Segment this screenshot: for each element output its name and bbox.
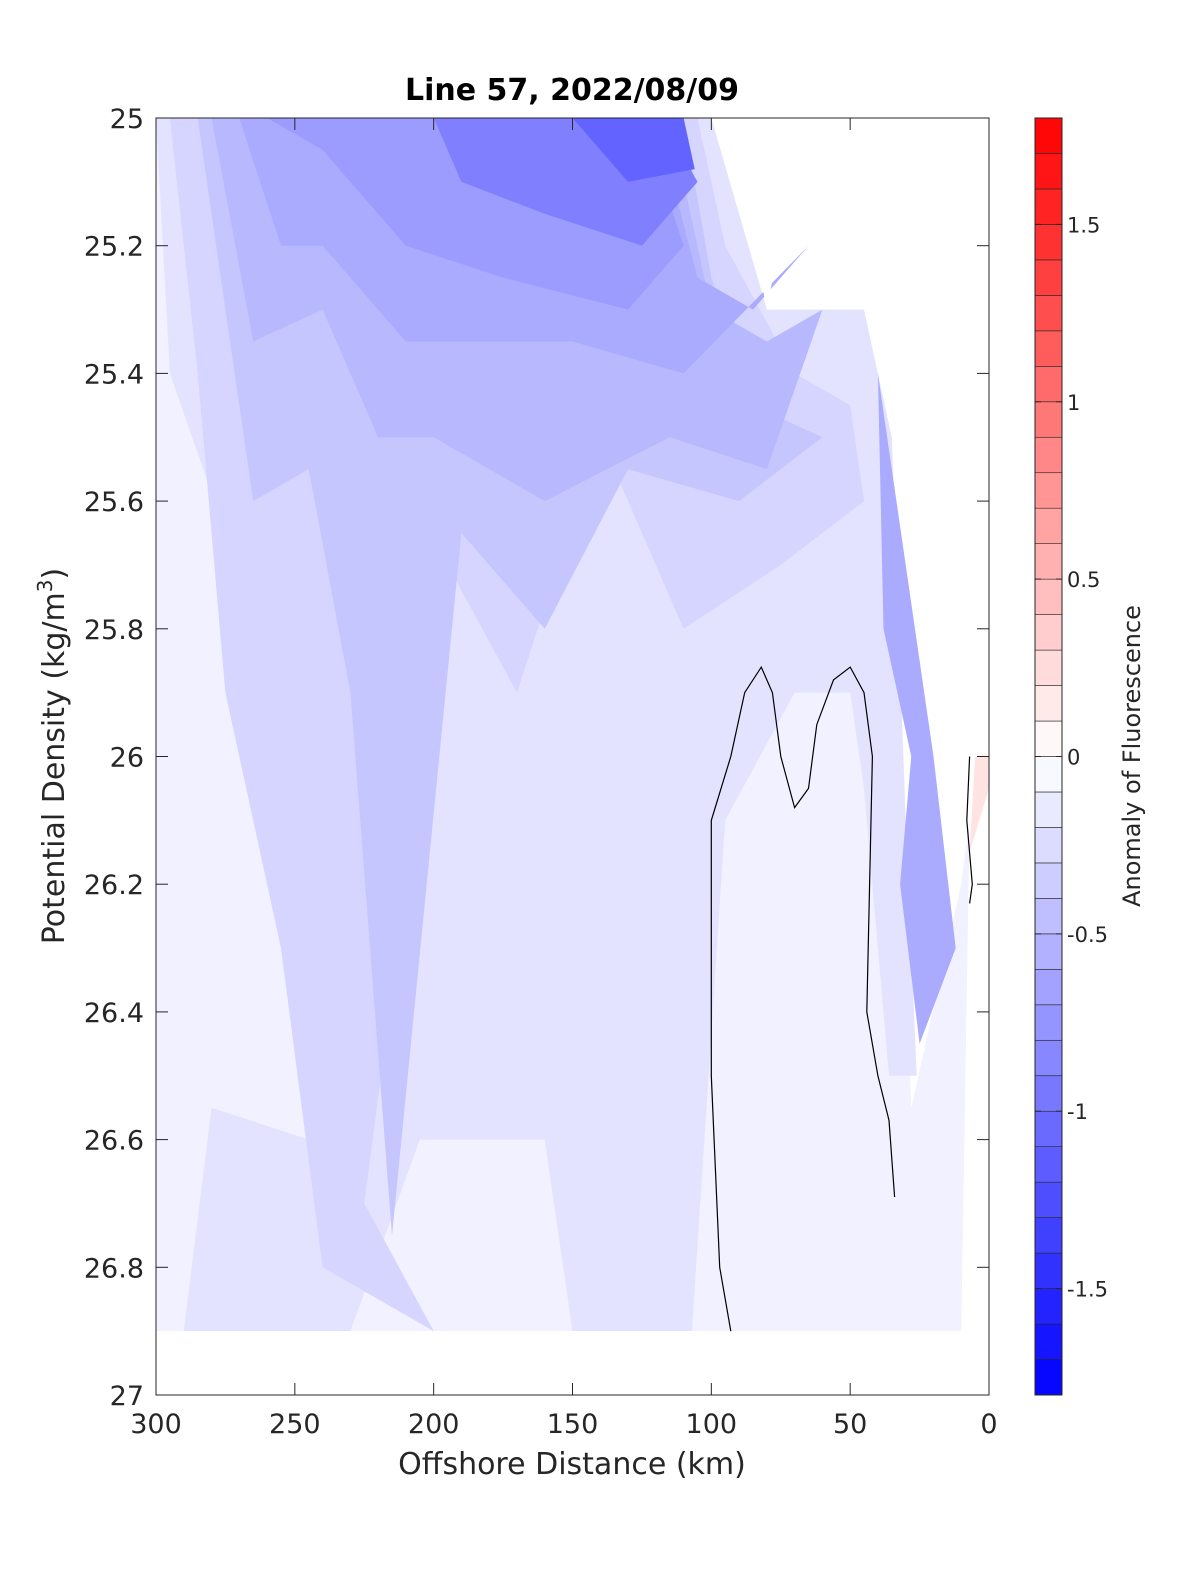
x-axis-ticks: 300 250 200 150 100 50 0	[130, 118, 998, 1440]
colorbar-label: Anomaly of Fluorescence	[1118, 605, 1146, 907]
colorbar-tick-label: 0	[1067, 746, 1080, 770]
y-tick-label: 25.8	[84, 615, 144, 646]
y-tick-label: 26	[110, 743, 144, 774]
colorbar-tick-label: -0.5	[1067, 923, 1108, 947]
colorbar-tick-label: -1.5	[1067, 1278, 1108, 1302]
colorbar-swatch	[1034, 720, 1063, 757]
y-tick-label: 26.4	[84, 998, 144, 1029]
colorbar-swatch	[1034, 756, 1063, 793]
colorbar-swatch	[1034, 436, 1063, 474]
colorbar-swatch	[1034, 969, 1063, 1006]
y-axis-label-main: Potential Density (kg/m	[37, 592, 72, 944]
colorbar-tick-label: -1	[1067, 1100, 1088, 1124]
zero-contour-line-1	[710, 665, 896, 1332]
x-tick-label: 200	[408, 1409, 460, 1440]
y-tick-label: 26.8	[84, 1253, 144, 1284]
y-axis-label-superscript: 3	[33, 579, 57, 592]
colorbar-swatch	[1034, 1217, 1063, 1254]
y-tick-label: 25.2	[84, 232, 144, 263]
colorbar-swatch	[1034, 1359, 1063, 1396]
colorbar-swatch	[1034, 330, 1063, 367]
colorbar-swatch	[1034, 507, 1063, 544]
contour-region-nearshore-deficit-band	[877, 373, 956, 1044]
colorbar-swatch	[1034, 401, 1063, 438]
colorbar-swatch	[1034, 898, 1063, 935]
y-tick-label: 27	[110, 1381, 144, 1412]
colorbar-tick-label: 0.5	[1067, 568, 1100, 592]
nan-region-nearshore-gap	[850, 118, 989, 757]
colorbar-swatch	[1034, 1288, 1063, 1325]
colorbar-swatch	[1034, 188, 1063, 225]
colorbar-tick-label: 1.5	[1067, 213, 1100, 237]
contour-region-level-m1.1	[572, 118, 695, 182]
colorbar-swatch	[1034, 1323, 1063, 1360]
contour-fill-layer	[156, 118, 989, 1332]
colorbar-swatch	[1034, 862, 1063, 899]
colorbar-swatch	[1034, 1004, 1063, 1041]
y-tick-label: 25.6	[84, 487, 144, 518]
colorbar-swatch	[1034, 614, 1063, 651]
colorbar-swatch	[1034, 259, 1063, 296]
x-tick-label: 250	[269, 1409, 321, 1440]
colorbar-swatch	[1034, 1146, 1063, 1183]
y-axis-label-close: )	[37, 568, 72, 580]
x-tick-label: 0	[980, 1409, 997, 1440]
plot-area: 300 250 200 150 100 50 0 2525.225.425.625.8262…	[84, 104, 998, 1440]
colorbar-swatch	[1034, 685, 1063, 722]
y-axis-ticks: 25 25.2 25.4 25.6 25.8 26 26.2 26.4 26.6 26.8 27	[84, 104, 989, 1412]
x-tick-label: 300	[130, 1409, 182, 1440]
colorbar-ticks: -1.5 -1 -0.5 0 0.5 1 1.5	[1035, 213, 1108, 1302]
colorbar-swatch	[1034, 153, 1063, 190]
colorbar-swatch	[1034, 578, 1063, 615]
colorbar-swatch	[1034, 224, 1063, 261]
colorbar-swatch	[1034, 649, 1063, 686]
colorbar-swatch	[1034, 1075, 1063, 1112]
colorbar-swatch	[1034, 1039, 1063, 1077]
nan-region-bottom-gap	[156, 1331, 989, 1395]
y-tick-label: 26.6	[84, 1126, 144, 1157]
missing-data-layer	[156, 118, 989, 1395]
y-axis-label: Potential Density (kg/m3)	[33, 568, 72, 944]
colorbar-swatch	[1034, 827, 1063, 864]
chart-title: Line 57, 2022/08/09	[405, 73, 739, 108]
colorbar-swatch	[1034, 543, 1063, 580]
colorbar-swatch	[1034, 366, 1063, 403]
colorbar-tick-label: 1	[1067, 391, 1080, 415]
colorbar-swatch	[1034, 933, 1063, 970]
x-axis-label: Offshore Distance (km)	[398, 1447, 746, 1482]
colorbar-swatch	[1034, 1181, 1063, 1218]
x-tick-label: 50	[833, 1409, 867, 1440]
zero-contour-line-2	[966, 756, 973, 904]
y-tick-label: 25	[110, 104, 144, 135]
nan-region-surface-gap	[728, 118, 803, 310]
colorbar-swatch	[1034, 791, 1063, 828]
y-tick-label: 26.2	[84, 870, 144, 901]
colorbar-swatch	[1034, 472, 1063, 509]
colorbar-swatch	[1034, 295, 1063, 332]
colorbar-swatch	[1034, 1110, 1063, 1147]
zero-contour-lines	[710, 665, 973, 1332]
colorbar-swatch	[1034, 117, 1063, 154]
colorbar: -1.5 -1 -0.5 0 0.5 1 1.5 Anomaly of Fluorescen…	[1034, 117, 1146, 1396]
x-tick-label: 150	[547, 1409, 599, 1440]
y-tick-label: 25.4	[84, 359, 144, 390]
x-tick-label: 100	[686, 1409, 738, 1440]
colorbar-swatch	[1034, 1252, 1063, 1289]
